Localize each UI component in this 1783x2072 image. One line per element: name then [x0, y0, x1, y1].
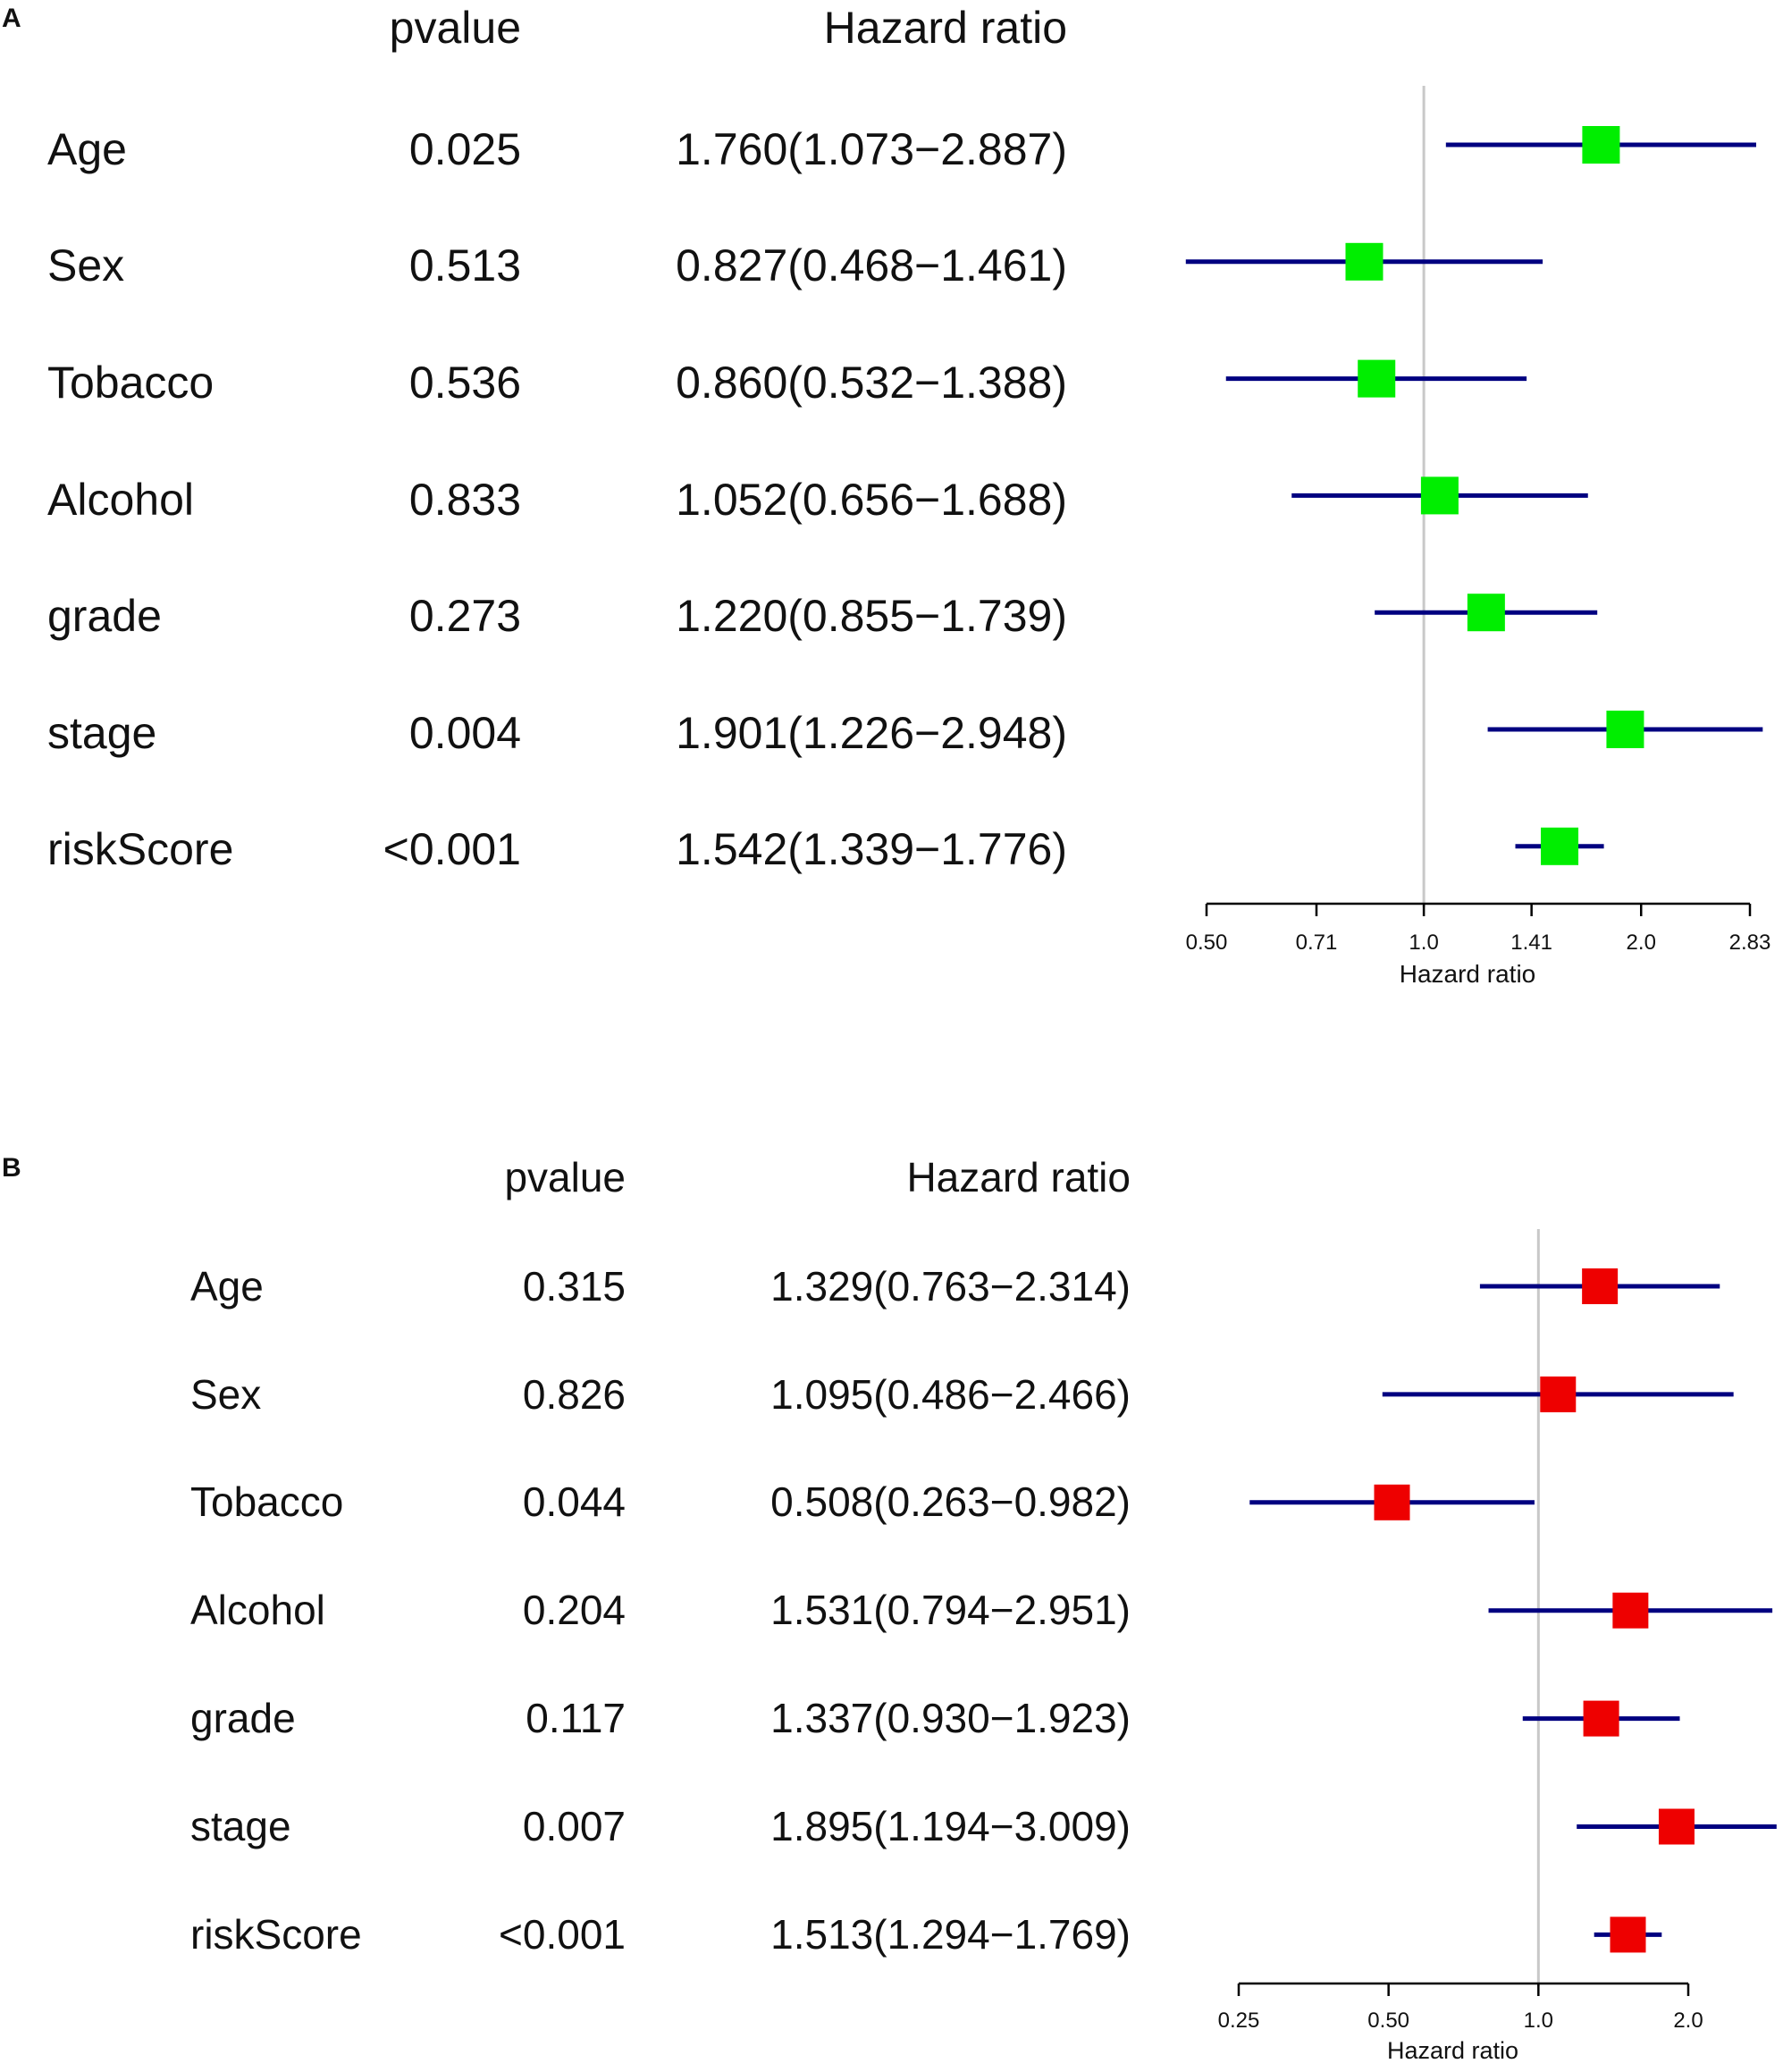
pvalue-cell: <0.001 [499, 1911, 626, 1958]
x-axis-label: Hazard ratio [1400, 960, 1536, 988]
hr-point [1420, 476, 1459, 515]
hazard-ratio-cell: 0.508(0.263−0.982) [770, 1478, 1131, 1525]
hazard-ratio-cell: 1.220(0.855−1.739) [676, 591, 1067, 641]
variable-label: Tobacco [47, 358, 214, 408]
hazard-ratio-cell: 0.860(0.532−1.388) [676, 358, 1067, 408]
x-tick-label: 1.41 [1510, 931, 1552, 955]
header-pvalue-a: pvalue [389, 3, 521, 53]
variable-label: stage [190, 1803, 291, 1849]
pvalue-cell: 0.826 [522, 1371, 626, 1418]
hazard-ratio-cell: 1.513(1.294−1.769) [770, 1911, 1131, 1958]
hazard-ratio-cell: 1.337(0.930−1.923) [770, 1695, 1131, 1741]
pvalue-cell: 0.315 [522, 1263, 626, 1310]
variable-label: Sex [47, 240, 125, 291]
x-tick-label: 2.0 [1673, 2009, 1703, 2033]
hr-point [1582, 126, 1620, 164]
variable-label: grade [190, 1695, 296, 1741]
pvalue-cell: 0.025 [408, 124, 521, 174]
variable-label: Age [47, 124, 127, 174]
hr-point [1612, 1592, 1649, 1629]
variable-label: grade [47, 591, 162, 641]
hr-point [1606, 711, 1644, 748]
forest-plot-b: 0.25 0.50 1.0 2.0 Hazard ratio [1218, 1229, 1777, 2064]
x-tick-label: 1.0 [1409, 931, 1438, 955]
variable-label: Alcohol [47, 475, 194, 525]
pvalue-cell: <0.001 [383, 824, 521, 874]
panel-label-b: B [2, 1153, 21, 1183]
hazard-ratio-cell: 1.095(0.486−2.466) [770, 1371, 1131, 1418]
variable-label: stage [47, 708, 157, 758]
pvalue-cell: 0.007 [522, 1803, 626, 1849]
variable-label: Alcohol [190, 1587, 325, 1633]
hr-point [1541, 827, 1579, 865]
variable-label: Sex [190, 1371, 262, 1418]
hazard-ratio-cell: 1.760(1.073−2.887) [676, 124, 1067, 174]
pvalue-cell: 0.117 [526, 1695, 626, 1741]
x-axis-label: Hazard ratio [1387, 2037, 1518, 2064]
hazard-ratio-cell: 1.329(0.763−2.314) [770, 1263, 1131, 1310]
hr-point [1374, 1484, 1410, 1520]
hr-point [1467, 594, 1505, 632]
pvalue-cell: 0.513 [408, 240, 521, 291]
forest-plot-a: 0.50 0.71 1.0 1.41 2.0 2.83 Hazard ratio [1186, 86, 1771, 988]
variable-label: Age [190, 1263, 264, 1310]
hazard-ratio-cell: 1.901(1.226−2.948) [676, 708, 1067, 758]
pvalue-cell: 0.004 [408, 708, 521, 758]
x-tick-label: 1.0 [1524, 2009, 1553, 2033]
variable-label: riskScore [47, 824, 234, 874]
pvalue-cell: 0.536 [408, 358, 521, 408]
hazard-ratio-cell: 1.542(1.339−1.776) [676, 824, 1067, 874]
hr-point [1540, 1376, 1577, 1412]
x-tick-label: 2.83 [1729, 931, 1771, 955]
pvalue-cell: 0.204 [522, 1587, 626, 1633]
variable-label: riskScore [190, 1911, 362, 1958]
hr-point [1610, 1916, 1646, 1953]
hazard-ratio-cell: 1.052(0.656−1.688) [676, 475, 1067, 525]
panel-label-a: A [2, 4, 21, 33]
hr-point [1582, 1268, 1619, 1304]
x-tick-label: 2.0 [1627, 931, 1656, 955]
x-tick-label: 0.50 [1367, 2009, 1409, 2033]
header-hazard-ratio-a: Hazard ratio [823, 3, 1067, 53]
x-tick-label: 0.71 [1296, 931, 1338, 955]
hr-point [1583, 1700, 1619, 1737]
hr-point [1358, 359, 1396, 398]
pvalue-cell: 0.044 [522, 1478, 626, 1525]
pvalue-cell: 0.833 [408, 475, 521, 525]
hr-point [1658, 1808, 1695, 1845]
pvalue-cell: 0.273 [408, 591, 521, 641]
header-pvalue-b: pvalue [504, 1154, 626, 1200]
hazard-ratio-cell: 1.895(1.194−3.009) [770, 1803, 1131, 1849]
hazard-ratio-cell: 0.827(0.468−1.461) [676, 240, 1067, 291]
x-tick-label: 0.50 [1186, 931, 1228, 955]
variable-label: Tobacco [190, 1478, 344, 1525]
header-hazard-ratio-b: Hazard ratio [906, 1154, 1131, 1200]
hr-point [1345, 242, 1384, 281]
x-tick-label: 0.25 [1218, 2009, 1260, 2033]
hazard-ratio-cell: 1.531(0.794−2.951) [770, 1587, 1131, 1633]
